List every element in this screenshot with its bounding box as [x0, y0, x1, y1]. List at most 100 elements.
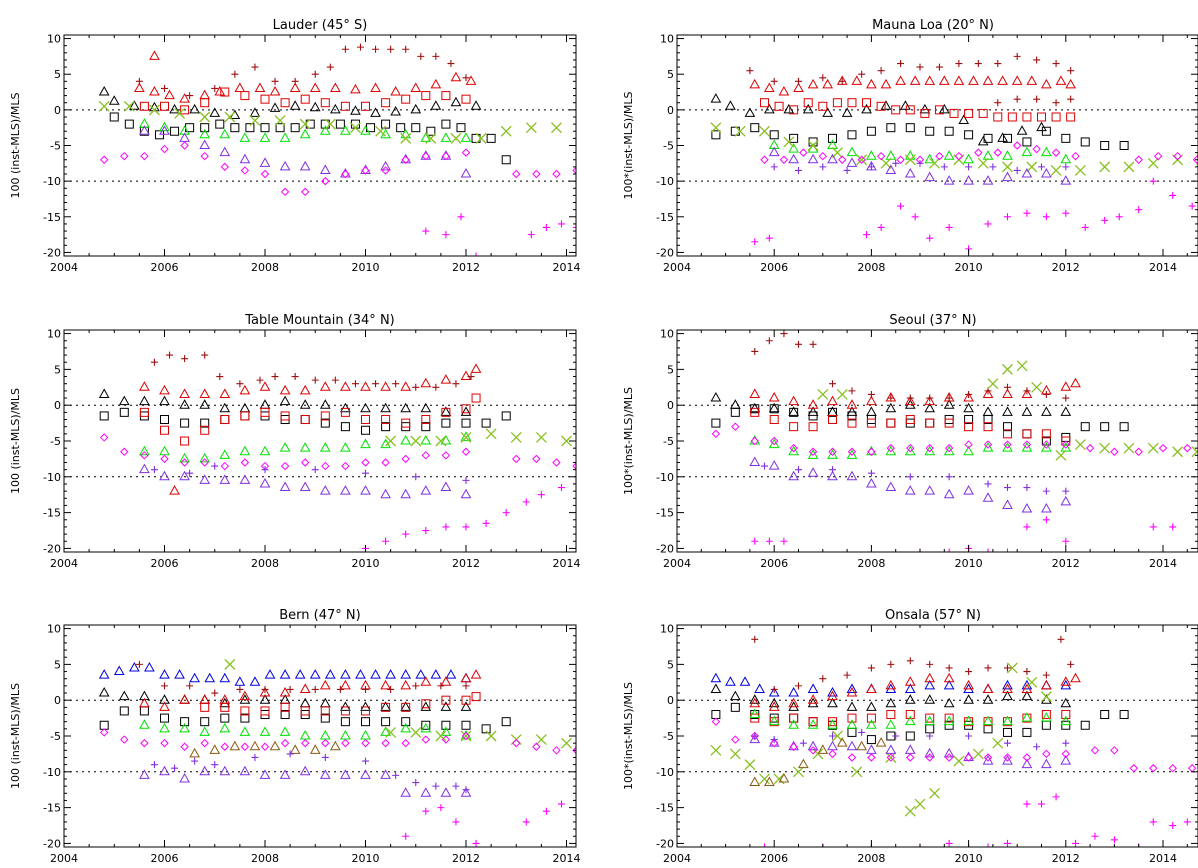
data-point: [1100, 710, 1110, 720]
data-point: [925, 418, 935, 428]
data-point: [885, 719, 897, 729]
data-point: [1081, 223, 1089, 231]
data-point: [179, 399, 190, 409]
data-point: [924, 694, 936, 704]
data-point: [420, 787, 432, 797]
y-tick-label: 0: [667, 694, 674, 707]
data-point: [968, 75, 979, 85]
data-point: [381, 166, 390, 175]
data-point: [1042, 516, 1050, 524]
data-point: [324, 118, 336, 130]
data-point: [982, 442, 994, 452]
data-point: [750, 123, 760, 133]
data-point: [340, 101, 350, 111]
data-point: [730, 702, 740, 712]
data-point: [943, 672, 955, 683]
data-point: [381, 717, 391, 727]
data-point: [770, 77, 778, 85]
data-point: [1134, 155, 1143, 164]
data-point: [749, 456, 761, 466]
data-point: [340, 701, 351, 711]
x-tick-label: 2006: [760, 852, 788, 865]
data-point: [319, 769, 331, 779]
data-point: [750, 713, 760, 723]
data-point: [219, 765, 231, 776]
data-point: [875, 737, 887, 747]
data-point: [827, 697, 838, 708]
data-point: [229, 740, 241, 751]
data-point: [274, 115, 286, 127]
data-point: [219, 146, 231, 157]
x-tick-label: 2012: [452, 852, 480, 865]
data-point: [370, 82, 381, 92]
data-point: [803, 98, 813, 108]
data-point: [819, 675, 827, 683]
data-point: [220, 87, 230, 97]
data-point: [460, 167, 472, 178]
data-point: [279, 442, 291, 452]
data-point: [381, 458, 390, 467]
data-point: [256, 376, 264, 384]
y-tick-label: -10: [43, 471, 61, 484]
data-point: [470, 363, 482, 373]
data-point: [502, 509, 510, 517]
data-point: [749, 78, 761, 89]
y-tick-label: 10: [47, 33, 61, 46]
data-point: [161, 84, 168, 92]
data-point: [462, 682, 470, 690]
data-point: [240, 713, 250, 723]
plot-area: [710, 52, 1198, 253]
data-point: [421, 451, 431, 460]
data-point: [351, 380, 359, 388]
data-point: [1022, 440, 1032, 449]
data-point: [324, 669, 336, 679]
data-point: [421, 415, 431, 425]
data-point: [1183, 443, 1192, 453]
data-point: [380, 701, 391, 711]
data-point: [269, 86, 281, 96]
data-point: [239, 384, 251, 395]
data-point: [400, 381, 412, 391]
data-point: [789, 407, 799, 417]
data-point: [1110, 447, 1119, 456]
data-point: [788, 406, 799, 416]
y-axis-label: 100*(inst-MLS)/MLS: [622, 682, 635, 790]
data-point: [445, 669, 457, 679]
data-point: [401, 454, 410, 464]
data-point: [200, 458, 209, 467]
data-point: [119, 407, 129, 417]
data-point: [532, 742, 541, 751]
plot-area: [98, 351, 576, 552]
data-point: [857, 155, 866, 164]
x-tick-label: 2014: [1149, 852, 1177, 865]
data-point: [299, 399, 311, 409]
data-point: [236, 380, 244, 388]
x-tick-label: 2012: [1052, 261, 1080, 274]
x-tick-label: 2006: [760, 557, 788, 570]
data-point: [200, 738, 209, 748]
data-point: [461, 720, 471, 730]
data-point: [460, 730, 472, 742]
data-point: [402, 832, 410, 840]
data-point: [360, 485, 371, 495]
data-point: [220, 702, 230, 712]
data-point: [199, 139, 211, 149]
data-point: [710, 93, 722, 103]
data-point: [943, 399, 955, 409]
data-point: [827, 719, 838, 729]
data-point: [1119, 710, 1129, 720]
data-point: [807, 399, 819, 409]
data-point: [982, 715, 994, 726]
data-point: [471, 692, 481, 702]
data-point: [421, 720, 431, 730]
data-point: [1055, 75, 1067, 85]
data-point: [963, 679, 974, 690]
data-point: [749, 388, 761, 398]
data-point: [710, 392, 722, 402]
data-point: [356, 43, 364, 51]
data-point: [501, 717, 511, 727]
data-point: [1002, 171, 1013, 182]
data-point: [472, 839, 480, 847]
data-point: [290, 123, 300, 133]
data-point: [886, 418, 896, 428]
